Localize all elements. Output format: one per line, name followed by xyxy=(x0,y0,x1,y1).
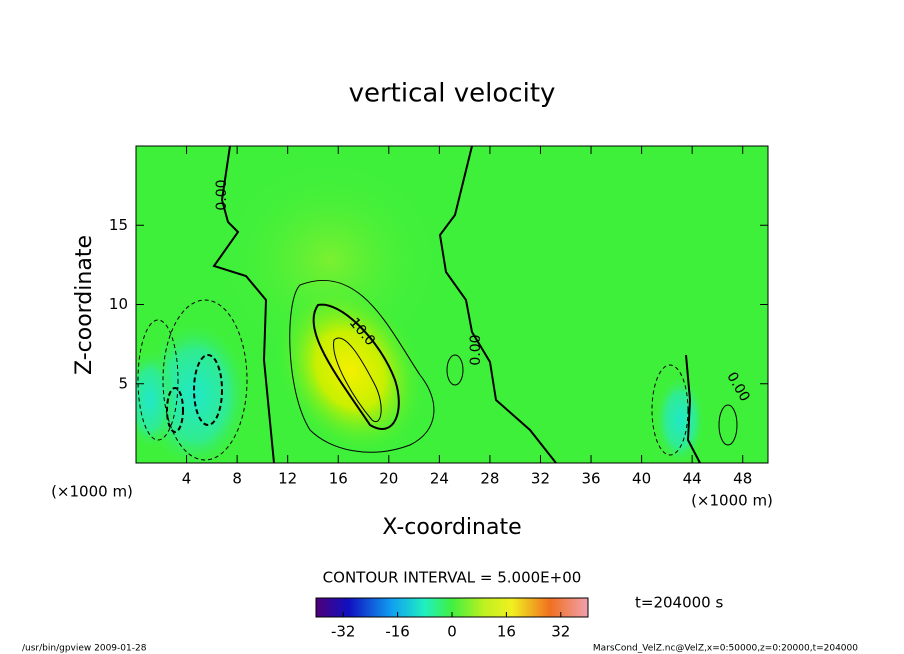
field xyxy=(136,146,768,463)
footer-left: /usr/bin/gpview 2009-01-28 xyxy=(22,644,147,654)
colorbar-tick-label: -32 xyxy=(331,623,356,641)
x-tick-label: 40 xyxy=(632,470,651,488)
x-tick-label: 20 xyxy=(379,470,398,488)
x-tick-label: 36 xyxy=(581,470,600,488)
colorbar-tick-label: 16 xyxy=(497,623,516,641)
x-tick-label: 8 xyxy=(232,470,242,488)
contour-interval: CONTOUR INTERVAL = 5.000E+00 xyxy=(323,569,582,587)
colorbar-tick-label: 0 xyxy=(447,623,457,641)
colorbar-tick-label: 32 xyxy=(551,623,570,641)
y-tick-label: 5 xyxy=(118,374,128,392)
x-unit: (×1000 m) xyxy=(691,492,773,510)
time-label: t=204000 s xyxy=(635,594,723,612)
y-tick-label: 15 xyxy=(109,216,128,234)
y-tick-label: 10 xyxy=(109,295,128,313)
contour-label: 0.00 xyxy=(214,179,230,210)
chart-title: vertical velocity xyxy=(349,79,556,109)
x-tick-label: 24 xyxy=(430,470,449,488)
x-tick-label: 4 xyxy=(182,470,192,488)
x-tick-label: 16 xyxy=(329,470,348,488)
colorbar-tick-label: -16 xyxy=(385,623,410,641)
y-unit: (×1000 m) xyxy=(51,483,133,501)
x-tick-label: 12 xyxy=(278,470,297,488)
x-tick-label: 32 xyxy=(531,470,550,488)
footer-right: MarsCond_VelZ.nc@VelZ,x=0:50000,z=0:2000… xyxy=(593,644,858,654)
x-tick-label: 48 xyxy=(733,470,752,488)
x-axis-label: X-coordinate xyxy=(382,515,521,540)
x-tick-label: 44 xyxy=(683,470,702,488)
contour-label: 0.00 xyxy=(468,334,484,365)
y-axis-label: Z-coordinate xyxy=(72,235,97,375)
x-tick-label: 28 xyxy=(480,470,499,488)
